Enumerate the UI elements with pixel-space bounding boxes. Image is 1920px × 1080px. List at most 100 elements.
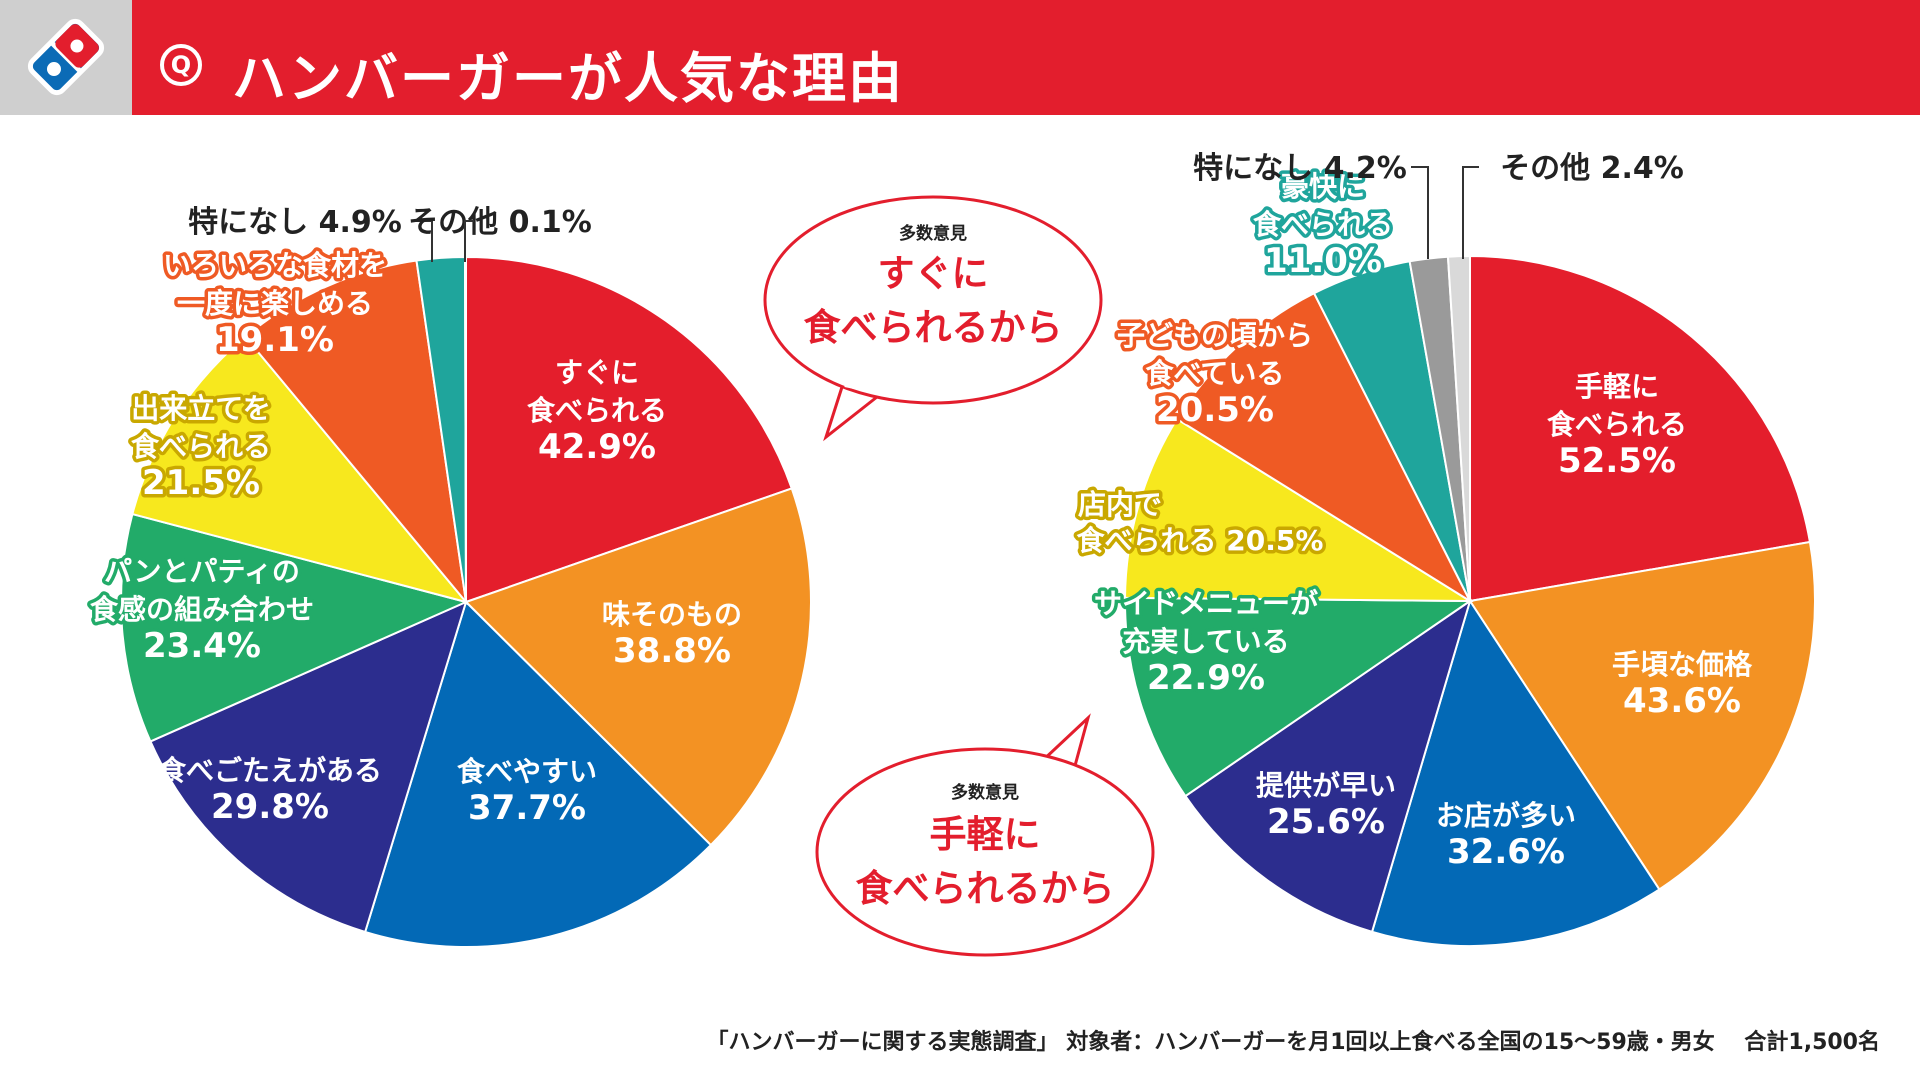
- pie-slice: [149, 600, 468, 934]
- slice-label-text: 食べやすい: [457, 755, 597, 788]
- pie-chart-1: すぐに食べられる42.9%味そのもの38.8%食べやすい37.7%食べごたえがあ…: [86, 205, 812, 948]
- pie-slice: [465, 255, 794, 604]
- callout-ellipse: [815, 747, 1155, 957]
- slice-label-text: その他 0.1%: [408, 205, 592, 240]
- slice-label-text: 店内で: [1078, 488, 1162, 521]
- slice-label-text: すぐに: [555, 356, 639, 389]
- pie-slice: [131, 335, 469, 604]
- slice-value: 32.6%: [1447, 832, 1565, 872]
- slice-label: 特になし 4.9%: [188, 205, 433, 262]
- callout-tail: [823, 386, 883, 442]
- slice-label-text: 特になし 4.9%: [188, 205, 402, 240]
- pie-slice: [363, 600, 713, 948]
- slice-label-text: 特になし 4.2%: [1193, 151, 1407, 186]
- slice-label-text: いろいろな食材を: [163, 249, 387, 282]
- slice-label-text: 食感の組み合わせ: [90, 593, 314, 626]
- callout-bubble-2: 多数意見 手軽に 食べられるから: [815, 713, 1155, 957]
- slice-value: 29.8%: [211, 787, 329, 827]
- leader-line: [464, 220, 474, 262]
- slice-label-text: サイドメニューが: [1094, 587, 1318, 620]
- slice-value: 20.5%: [1156, 390, 1274, 430]
- pie-slice: [243, 259, 468, 606]
- callout-line: 手軽に: [930, 813, 1041, 856]
- leader-line: [1462, 166, 1479, 259]
- slice-label-text: 食べられる: [131, 430, 271, 463]
- slice-value: 43.6%: [1623, 681, 1741, 721]
- slice-value: 22.9%: [1147, 658, 1265, 698]
- pie-slice: [464, 487, 812, 847]
- slice-value: 11.0%: [1264, 241, 1382, 281]
- slice-label: その他 0.1%: [408, 205, 592, 262]
- callout-caption: 多数意見: [951, 782, 1019, 803]
- slice-label-text: 食べごたえがある: [158, 754, 382, 787]
- callout-tail-mask: [1040, 763, 1070, 784]
- slice-label-text: 食べている: [1146, 357, 1285, 390]
- slice-value: 21.5%: [142, 463, 260, 503]
- callout-bubble-1: 多数意見 すぐに 食べられるから: [763, 195, 1103, 442]
- pie-slice: [1175, 291, 1473, 604]
- slice-label-text: その他 2.4%: [1500, 151, 1684, 186]
- slice-label: その他 2.4%: [1462, 151, 1684, 259]
- slice-label-text: 食べられる: [1253, 208, 1393, 241]
- slice-label-text: 食べられる: [1547, 408, 1687, 441]
- pie-slice: [464, 255, 467, 603]
- pie-slice: [1446, 254, 1471, 602]
- slice-label-text: 提供が早い: [1256, 769, 1396, 802]
- slice-label-text: 食べられる: [527, 394, 667, 427]
- pie-slice: [1469, 254, 1812, 603]
- slice-value: 38.8%: [613, 631, 731, 671]
- survey-footnote: 「ハンバーガーに関する実態調査」 対象者：ハンバーガーを月1回以上食べる全国の1…: [706, 1030, 1880, 1055]
- leader-line: [411, 220, 433, 262]
- title-bar: [132, 0, 1920, 115]
- callout-caption: 多数意見: [899, 223, 967, 244]
- slice-value: 37.7%: [468, 788, 586, 828]
- callout-ellipse: [763, 195, 1103, 405]
- question-icon: Q: [160, 44, 202, 86]
- brand-logo[interactable]: [0, 0, 132, 115]
- pie-slice: [1370, 598, 1661, 947]
- leader-line: [1411, 166, 1429, 259]
- slice-label-text: 手頃な価格: [1612, 648, 1753, 681]
- slice-label-text: お店が多い: [1436, 799, 1576, 832]
- slice-label-text: パンとパティの: [104, 555, 300, 588]
- page-title: ハンバーガーが人気な理由: [232, 47, 904, 110]
- slice-value: 23.4%: [143, 626, 261, 666]
- pie-slice: [1468, 540, 1816, 891]
- pie-slice: [1124, 596, 1474, 798]
- callout-tail-mask: [844, 381, 885, 395]
- slice-value: 19.1%: [216, 320, 334, 360]
- domino-logo-icon: [27, 18, 105, 96]
- header: Q ハンバーガーが人気な理由: [0, 0, 1920, 115]
- slice-value: 42.9%: [538, 427, 656, 467]
- pie-slice: [1124, 417, 1474, 603]
- slice-label-text: 一度に楽しめる: [177, 287, 373, 320]
- slice-value: 25.6%: [1267, 802, 1385, 842]
- slice-label-text: 食べられる 20.5%: [1077, 524, 1324, 557]
- slice-label-text: 豪快に: [1281, 170, 1365, 203]
- slice-label-text: 充実している: [1122, 625, 1289, 658]
- callout-line: すぐに: [878, 252, 989, 295]
- slice-label-text: 味そのもの: [602, 598, 742, 631]
- pie-slice: [120, 512, 470, 743]
- slice-label: 特になし 4.2%: [1193, 151, 1429, 259]
- slice-value: 52.5%: [1558, 441, 1676, 481]
- callout-line: 食べられるから: [804, 306, 1063, 349]
- slice-label-text: 出来立てを: [131, 392, 270, 425]
